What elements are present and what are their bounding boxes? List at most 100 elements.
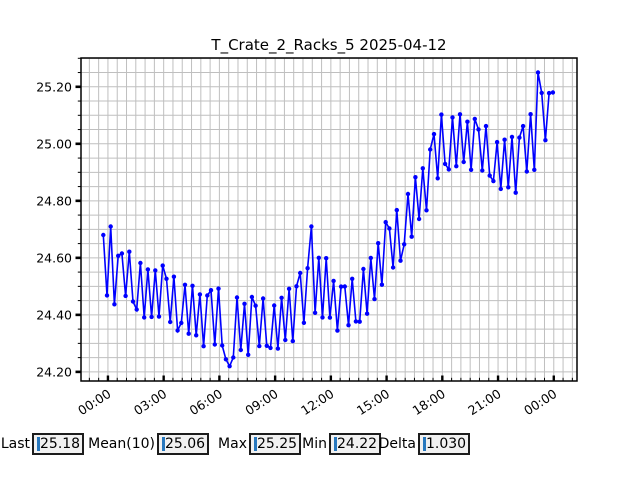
data-point (175, 328, 180, 333)
data-point (413, 175, 418, 180)
data-point (316, 255, 321, 260)
data-point (324, 256, 329, 261)
data-point (220, 343, 225, 348)
data-point (394, 207, 399, 213)
x-tick-label: 09:00 (242, 386, 280, 418)
data-point (320, 315, 325, 320)
data-point (227, 364, 232, 369)
stat-field-mean10[interactable]: 25.06 (157, 433, 209, 455)
data-point (420, 166, 425, 171)
data-point (205, 293, 210, 298)
stat-value-min: 24.22 (337, 436, 378, 452)
data-point (182, 282, 188, 287)
data-point (268, 345, 273, 351)
data-point (153, 268, 158, 273)
text-cursor (334, 437, 337, 451)
stat-value-delta: 1.030 (426, 436, 467, 452)
data-point (249, 294, 255, 300)
data-point (461, 159, 466, 165)
x-tick-label: 03:00 (131, 386, 169, 418)
data-point (387, 226, 392, 231)
data-point (465, 119, 470, 124)
data-point (101, 232, 106, 238)
data-point (398, 258, 403, 263)
data-point (457, 112, 463, 117)
data-point (402, 242, 407, 247)
chart-title: T_Crate_2_Racks_5 2025-04-12 (210, 36, 446, 55)
data-point (405, 191, 411, 197)
data-point (476, 127, 481, 132)
y-tick-label: 24.60 (36, 250, 72, 265)
data-point (145, 267, 151, 272)
data-point (279, 295, 284, 300)
data-point (160, 263, 165, 268)
data-point (416, 216, 422, 222)
y-tick-label: 24.40 (36, 307, 72, 322)
data-point (294, 284, 299, 289)
data-point (138, 260, 143, 266)
data-point (301, 320, 307, 325)
data-point (305, 266, 310, 271)
data-point (350, 276, 355, 281)
data-point (216, 286, 221, 291)
data-point (424, 208, 429, 213)
data-point (130, 299, 136, 304)
stat-field-min[interactable]: 24.22 (329, 433, 381, 455)
data-point (190, 283, 195, 288)
data-point (298, 270, 303, 276)
stat-field-delta[interactable]: 1.030 (418, 433, 470, 455)
data-point (231, 355, 236, 360)
data-point (327, 315, 333, 320)
data-point (517, 135, 522, 140)
data-point (431, 131, 437, 137)
data-point (342, 284, 347, 289)
data-point (442, 161, 448, 167)
data-point (494, 139, 500, 145)
text-cursor (37, 437, 40, 451)
data-point (446, 167, 451, 172)
data-point (312, 310, 318, 315)
data-point (164, 276, 169, 281)
data-point (468, 167, 474, 172)
text-cursor (162, 437, 165, 451)
data-point (194, 333, 199, 338)
text-cursor (423, 437, 426, 451)
data-point (364, 311, 370, 316)
y-tick-label: 24.80 (36, 193, 72, 208)
data-point (532, 167, 537, 172)
stat-value-mean10: 25.06 (165, 436, 206, 452)
data-point (368, 255, 373, 261)
data-point (142, 315, 147, 320)
data-point (119, 251, 125, 256)
data-point (390, 265, 396, 270)
data-point (272, 303, 277, 308)
y-tick-label: 25.20 (36, 79, 72, 94)
data-point (439, 112, 444, 117)
data-point (264, 343, 269, 348)
data-point (372, 296, 377, 302)
data-point (201, 344, 206, 349)
x-tick-label: 12:00 (298, 386, 336, 418)
axes-box (80, 57, 578, 382)
data-point (428, 147, 433, 152)
data-point (309, 224, 314, 229)
data-point (242, 301, 247, 306)
data-point (498, 186, 503, 192)
data-point (543, 138, 548, 143)
data-point (454, 164, 459, 169)
data-point (513, 190, 518, 195)
data-point (528, 112, 533, 117)
data-point (376, 241, 381, 246)
data-point (275, 346, 281, 351)
axis-ticks (75, 57, 573, 381)
stat-field-max[interactable]: 25.25 (249, 433, 301, 455)
data-point (112, 302, 117, 307)
data-point (520, 123, 526, 129)
data-point (335, 328, 340, 333)
data-point (502, 137, 507, 142)
data-point (208, 288, 214, 293)
data-point (149, 314, 154, 320)
stat-field-last[interactable]: 25.18 (32, 433, 84, 455)
data-point (156, 314, 162, 319)
data-point (116, 253, 121, 258)
